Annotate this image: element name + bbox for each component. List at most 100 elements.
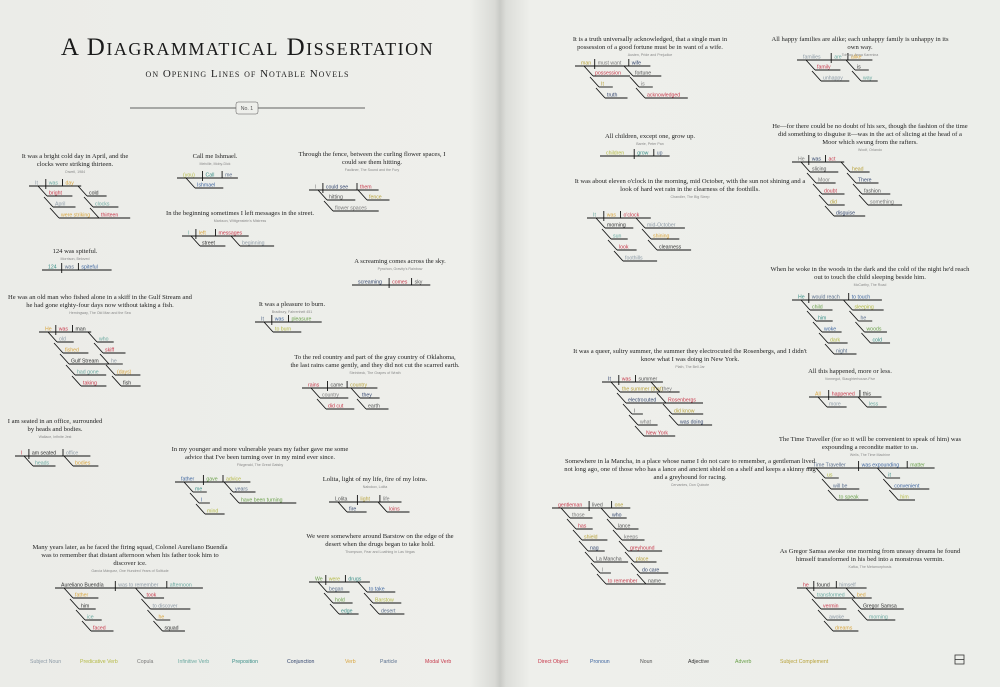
diagram-word: possession bbox=[595, 71, 621, 77]
modifier-slant bbox=[821, 478, 832, 490]
diagram-word: fished bbox=[65, 348, 79, 354]
diagram-word: cold bbox=[872, 338, 882, 344]
modifier-slant bbox=[185, 177, 196, 189]
diagram-word: sun bbox=[613, 234, 621, 240]
diagram-word: man bbox=[581, 61, 591, 67]
legend-item: Predicative Verb bbox=[80, 659, 118, 665]
diagram-word: do care bbox=[642, 568, 659, 574]
diagram-word: comes bbox=[392, 280, 408, 286]
diagram-word: morning bbox=[607, 223, 626, 229]
modifier-slant bbox=[806, 172, 817, 184]
diagram-word: April bbox=[55, 202, 65, 208]
diagram-word: earth bbox=[368, 404, 380, 410]
diagram-word: I bbox=[188, 231, 189, 237]
diagram-word: truth bbox=[607, 93, 617, 99]
diagram-word: was bbox=[622, 377, 632, 383]
modifier-slant bbox=[589, 76, 600, 88]
diagram-word: mind bbox=[207, 509, 218, 515]
modifier-slant bbox=[578, 540, 589, 552]
diagram-word: look bbox=[619, 245, 629, 251]
modifier-slant bbox=[135, 587, 145, 599]
modifier-slant bbox=[105, 364, 116, 376]
modifier-slant bbox=[610, 381, 621, 393]
source: Thompson, Fear and Loathing in Las Vegas bbox=[345, 550, 415, 554]
sentence: As Gregor Samsa awoke one morning from u… bbox=[779, 548, 961, 563]
modifier-slant bbox=[622, 403, 633, 415]
legend-item: Particle bbox=[380, 659, 398, 665]
diagram-word: summer bbox=[639, 377, 658, 383]
legend-item: Direct Object bbox=[538, 659, 568, 665]
diagram-word: Call bbox=[206, 173, 215, 179]
diagram-word: lance bbox=[618, 524, 631, 530]
sentence: Call me Ishmael. bbox=[192, 153, 238, 160]
sentence: It was a queer, sultry summer, the summe… bbox=[573, 348, 807, 363]
opening-line: All children, except one, grow up. Barrie… bbox=[595, 133, 705, 147]
diagram-word: took bbox=[146, 593, 156, 599]
sentence: When he woke in the woods in the dark an… bbox=[770, 266, 970, 281]
diagram-word: New York bbox=[646, 431, 668, 437]
opening-line: Lolita, light of my life, fire of my loi… bbox=[320, 476, 430, 490]
modifier-slant bbox=[876, 467, 887, 479]
diagram-word: he bbox=[803, 583, 809, 589]
diagram-word: he bbox=[158, 615, 164, 621]
opening-line: It was a bright cold day in April, and t… bbox=[15, 153, 135, 175]
modifier-slant bbox=[630, 562, 641, 574]
modifier-slant bbox=[572, 529, 583, 541]
diagram-word: greyhound bbox=[630, 546, 655, 552]
diagram-word: hitting bbox=[329, 195, 343, 201]
modifier-slant bbox=[668, 414, 679, 426]
diagram-word: fashion bbox=[864, 189, 881, 195]
diagram-word: fence bbox=[369, 195, 382, 201]
source: Melville, Moby-Dick bbox=[199, 162, 231, 166]
opening-line: Through the fence, between the curling f… bbox=[297, 151, 447, 173]
sentence: He—for there could be no doubt of his se… bbox=[772, 123, 968, 146]
diagram-word: to speak bbox=[839, 495, 859, 501]
diagram-word: shield bbox=[584, 535, 598, 541]
modifier-slant bbox=[59, 353, 70, 365]
diagram-word: him bbox=[900, 495, 908, 501]
diagram-word: skiff bbox=[105, 348, 115, 354]
modifier-slant bbox=[600, 507, 611, 519]
source: Tolstoy, Anna Karenina bbox=[841, 53, 879, 57]
opening-line: Many years later, as he faced the firing… bbox=[30, 544, 230, 574]
source: Steinbeck, The Grapes of Wrath bbox=[349, 371, 401, 375]
modifier-slant bbox=[369, 603, 380, 615]
source: Chandler, The Big Sleep bbox=[670, 195, 710, 199]
modifier-slant bbox=[87, 331, 98, 343]
diagram-word: me bbox=[195, 487, 202, 493]
diagram-word: nag bbox=[590, 546, 599, 552]
diagram-word: man bbox=[76, 327, 86, 333]
modifier-slant bbox=[590, 562, 601, 574]
source: Nabokov, Lolita bbox=[362, 485, 388, 489]
sentence: We were somewhere around Barstow on the … bbox=[306, 533, 454, 548]
modifier-slant bbox=[623, 65, 634, 77]
opening-line: In my younger and more vulnerable years … bbox=[165, 446, 355, 468]
diagram-word: fire bbox=[349, 507, 356, 513]
modifier-slant bbox=[93, 342, 104, 354]
diagram-word: o'clock bbox=[624, 213, 640, 219]
diagram-word: place bbox=[636, 557, 649, 563]
diagram-word: father bbox=[181, 477, 195, 483]
modifier-slant bbox=[317, 189, 328, 201]
diagram-word: grow bbox=[637, 151, 648, 157]
sentence: Through the fence, between the curling f… bbox=[298, 151, 446, 166]
sentence: In the beginning sometimes I left messag… bbox=[166, 210, 314, 217]
sentence: Somewhere in la Mancha, in a place whose… bbox=[564, 458, 816, 481]
diagram-word: 124 bbox=[48, 265, 57, 271]
modifier-slant bbox=[223, 481, 234, 493]
modifier-slant bbox=[583, 65, 594, 77]
diagram-word: Moor bbox=[818, 178, 830, 184]
sentence: To the red country and part of the gray … bbox=[290, 354, 460, 369]
legend-item: Subject Complement bbox=[780, 659, 829, 665]
modifier-slant bbox=[595, 87, 606, 99]
opening-line: It was a pleasure to burn. Bradbury, Fahr… bbox=[237, 301, 347, 315]
source: Cervantes, Don Quixote bbox=[670, 483, 710, 487]
diagram-word: life bbox=[383, 497, 390, 503]
diagram-word: fish bbox=[123, 381, 131, 387]
diagram-word: to discover bbox=[152, 604, 177, 610]
modifier-slant bbox=[824, 205, 835, 217]
diagram-word: was bbox=[812, 157, 822, 163]
diagram-word: must want bbox=[598, 61, 622, 67]
diagram-word: head bbox=[852, 167, 864, 173]
diagram-word: is bbox=[857, 65, 861, 71]
